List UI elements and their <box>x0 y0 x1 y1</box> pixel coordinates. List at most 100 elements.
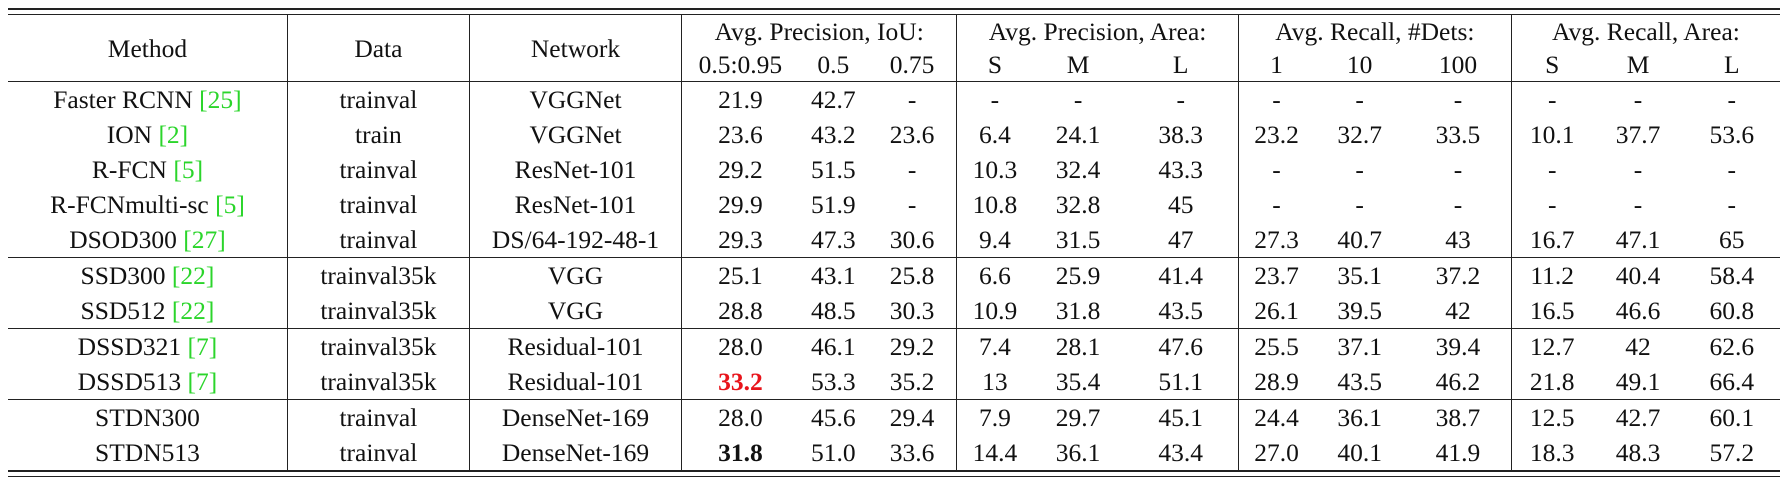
data-cell: trainval <box>287 399 470 436</box>
value-cell: 29.3 <box>718 225 763 255</box>
header-sub: S <box>1545 50 1560 80</box>
value-cell: - <box>1355 155 1364 185</box>
method-name: SSD300 <box>80 261 172 291</box>
value-cell: 40.4 <box>1592 257 1684 294</box>
value-cell: 28.0 <box>681 328 799 365</box>
value-cell: 39.5 <box>1337 296 1382 326</box>
method-cell: R-FCNmulti-sc [5] <box>8 187 288 223</box>
value-cell: 47.1 <box>1615 225 1661 255</box>
value-cell: - <box>1238 81 1315 118</box>
value-cell: - <box>1032 81 1124 118</box>
network-cell: DenseNet-169 <box>469 435 683 471</box>
value-cell: 40.7 <box>1337 225 1382 255</box>
table-row: SSD512 [22] trainval35k VGG 28.8 48.5 30.3 10.… <box>8 293 1780 329</box>
header-sub: S <box>987 50 1003 80</box>
value-cell: 12.7 <box>1511 328 1593 365</box>
top-rule <box>8 8 1780 10</box>
value-cell: 12.5 <box>1511 399 1593 436</box>
table-row: STDN513 trainval DenseNet-169 31.8 51.0 33.6 1… <box>8 435 1780 471</box>
value-cell: 58.4 <box>1683 257 1780 294</box>
value-cell: - <box>867 152 958 188</box>
value-cell: 37.2 <box>1405 257 1512 294</box>
table-row: Faster RCNN [25] trainval VGGNet 21.9 42.7- -… <box>8 81 1780 118</box>
table-row: DSSD513 [7] trainval35k Residual-101 33.2 53… <box>8 364 1780 400</box>
value-cell: 36.1 <box>1055 438 1101 468</box>
value-cell: 13 <box>982 367 1008 397</box>
table-row: DSSD321 [7] trainval35k Residual-101 28.0 46… <box>8 328 1780 365</box>
method-name: Faster RCNN <box>53 85 200 115</box>
citation-link[interactable]: [7] <box>187 367 218 397</box>
value-cell: 32.4 <box>1055 155 1101 185</box>
table-header: Method Data Network Avg. Precision, IoU:… <box>8 15 1780 82</box>
citation-link[interactable]: [27] <box>183 225 226 255</box>
value-cell: 27.3 <box>1254 225 1299 255</box>
value-cell: - <box>1547 155 1557 185</box>
results-table-container: Method Data Network Avg. Precision, IoU:… <box>8 8 1780 478</box>
value-cell: 30.3 <box>867 293 958 329</box>
value-cell: 41.4 <box>1123 257 1239 294</box>
data-cell: trainval35k <box>287 293 470 329</box>
value-cell: 31.8 <box>1055 296 1101 326</box>
citation-link[interactable]: [5] <box>173 155 204 185</box>
citation-link[interactable]: [5] <box>215 190 245 220</box>
method-name: STDN513 <box>95 438 200 468</box>
data-cell: trainval <box>287 222 470 258</box>
header-data: Data <box>287 15 470 82</box>
data-cell: trainval <box>287 152 470 188</box>
table-row: R-FCNmulti-sc [5] trainval ResNet-101 29.9 5… <box>8 187 1780 223</box>
value-cell: 27.0 <box>1254 438 1299 468</box>
method-name: DSSD321 <box>77 332 188 362</box>
value-cell: 43.5 <box>1337 367 1382 397</box>
citation-link[interactable]: [25] <box>199 85 242 115</box>
value-cell: 14.4 <box>972 438 1018 468</box>
value-cell: - <box>1314 81 1406 118</box>
header-sub: 0.5:0.95 <box>698 50 783 80</box>
value-cell: 25.5 <box>1238 328 1315 365</box>
value-cell: - <box>1355 190 1364 220</box>
value-cell: 29.7 <box>1032 399 1124 436</box>
value-cell: - <box>1511 81 1593 118</box>
value-cell: 33.5 <box>1405 117 1512 153</box>
value-cell: 42 <box>1405 293 1512 329</box>
value-cell: 16.5 <box>1529 296 1575 326</box>
value-cell: 29.2 <box>867 328 958 365</box>
value-cell: 29.9 <box>718 190 763 220</box>
value-cell: 43.3 <box>1123 152 1239 188</box>
value-cell: 51.5 <box>810 155 856 185</box>
citation-link[interactable]: [7] <box>187 332 218 362</box>
value-cell: 43.4 <box>1123 435 1239 471</box>
header-row-1: Method Data Network Avg. Precision, IoU:… <box>8 15 1780 82</box>
value-cell: 42.7 <box>798 81 868 118</box>
value-cell: 41.9 <box>1405 435 1512 471</box>
value-cell: 66.4 <box>1709 367 1755 397</box>
value-cell: - <box>1727 190 1737 220</box>
value-cell: 10.3 <box>972 155 1018 185</box>
table-body: Faster RCNN [25] trainval VGGNet 21.9 42.7- -… <box>8 81 1780 471</box>
citation-link[interactable]: [2] <box>158 120 189 150</box>
method-cell: DSSD513 [7] <box>8 364 288 400</box>
header-sub: L <box>1723 50 1740 80</box>
header-sub: 1 <box>1270 50 1283 80</box>
value-cell: 6.6 <box>956 257 1033 294</box>
table-row: R-FCN [5] trainval ResNet-101 29.2 51.5-10.3… <box>8 152 1780 188</box>
method-name: R-FCNmulti-sc <box>50 190 216 220</box>
citation-link[interactable]: [22] <box>171 261 215 291</box>
network-cell: ResNet-101 <box>469 187 683 223</box>
network-cell: DenseNet-169 <box>469 399 683 436</box>
value-cell: 37.7 <box>1615 120 1661 150</box>
value-cell: 35.2 <box>867 364 958 400</box>
value-cell: 25.9 <box>1032 257 1124 294</box>
citation-link[interactable]: [22] <box>171 296 215 326</box>
value-cell: 45.6 <box>798 399 868 436</box>
value-cell: 10.8 <box>972 190 1018 220</box>
value-cell: 30.6 <box>867 222 958 258</box>
value-cell: 18.3 <box>1529 438 1575 468</box>
data-cell: trainval <box>287 435 470 471</box>
bottom-rule-inner <box>8 475 1780 478</box>
header-sub: M <box>1066 50 1090 80</box>
value-cell: 47.3 <box>810 225 856 255</box>
network-cell: ResNet-101 <box>469 152 683 188</box>
network-cell: VGGNet <box>469 117 683 153</box>
results-table: Method Data Network Avg. Precision, IoU:… <box>8 15 1780 471</box>
value-cell: 23.6 <box>867 117 958 153</box>
